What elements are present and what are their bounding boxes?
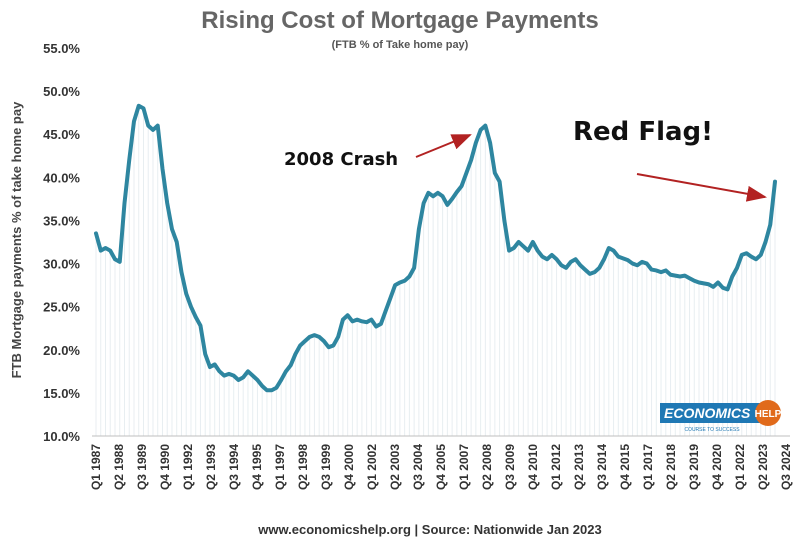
- x-tick-label: Q1 1992: [181, 444, 195, 490]
- y-tick-label: 25.0%: [43, 300, 80, 315]
- y-tick-label: 55.0%: [43, 41, 80, 56]
- arrow-red-flag: [636, 173, 767, 202]
- x-tick-label: Q3 2009: [503, 444, 517, 490]
- x-tick-label: Q3 2004: [411, 444, 425, 490]
- y-tick-label: 50.0%: [43, 84, 80, 99]
- x-tick-label: Q4 2005: [434, 444, 448, 490]
- x-tick-label: Q1 2012: [549, 444, 563, 490]
- x-tick-label: Q4 1990: [158, 444, 172, 490]
- logo-help-text: HELP: [755, 409, 782, 420]
- chart-title: Rising Cost of Mortgage Payments: [201, 7, 598, 34]
- series-line: [94, 103, 777, 393]
- x-tick-label: Q4 2020: [710, 444, 724, 490]
- logo-tagline: COURSE TO SUCCESS: [684, 427, 740, 433]
- y-tick-label: 30.0%: [43, 257, 80, 272]
- x-tick-label: Q3 2014: [595, 444, 609, 490]
- x-tick-label: Q4 2000: [342, 444, 356, 490]
- x-tick-label: Q4 2015: [618, 444, 632, 490]
- x-tick-label: Q3 2019: [687, 444, 701, 490]
- x-tick-label: Q1 2007: [457, 444, 471, 490]
- logo-help-badge: [755, 400, 781, 426]
- x-axis-ticks: Q1 1987 Q2 1988 Q3 1989 Q4 1990 Q1 1992 Q2 19…: [89, 444, 793, 490]
- annotation-2008-crash: 2008 Crash: [284, 149, 398, 170]
- x-tick-label: Q2 2003: [388, 444, 402, 490]
- source-note: www.economicshelp.org | Source: Nationwi…: [257, 522, 601, 537]
- x-tick-label: Q4 1995: [250, 444, 264, 490]
- x-tick-label: Q2 1993: [204, 444, 218, 490]
- y-tick-label: 10.0%: [43, 429, 80, 444]
- x-tick-label: Q2 2008: [480, 444, 494, 490]
- x-tick-label: Q1 1987: [89, 444, 103, 490]
- x-tick-label: Q2 1988: [112, 444, 126, 490]
- x-tick-label: Q2 1998: [296, 444, 310, 490]
- x-tick-label: Q2 2018: [664, 444, 678, 490]
- x-tick-label: Q1 2017: [641, 444, 655, 490]
- economics-help-logo: ECONOMICS HELP COURSE TO SUCCESS: [660, 400, 782, 433]
- arrow-2008-crash: [415, 134, 472, 158]
- x-tick-label: Q3 2024: [779, 444, 793, 490]
- x-tick-label: Q3 1999: [319, 444, 333, 490]
- x-tick-label: Q3 1994: [227, 444, 241, 490]
- y-axis-ticks: 10.0% 15.0% 20.0% 25.0% 30.0% 35.0% 40.0% 45.0%…: [43, 41, 80, 444]
- x-tick-label: Q1 1997: [273, 444, 287, 490]
- chart-subtitle: (FTB % of Take home pay): [332, 39, 469, 51]
- y-axis-label: FTB Mortgage payments % of take home pay: [9, 101, 24, 378]
- x-tick-label: Q1 2002: [365, 444, 379, 490]
- y-tick-label: 45.0%: [43, 127, 80, 142]
- x-tick-label: Q3 1989: [135, 444, 149, 490]
- logo-background: [660, 403, 760, 423]
- y-tick-label: 20.0%: [43, 343, 80, 358]
- y-tick-label: 35.0%: [43, 213, 80, 228]
- y-tick-label: 15.0%: [43, 386, 80, 401]
- annotation-red-flag: Red Flag!: [573, 117, 713, 147]
- x-tick-label: Q1 2022: [733, 444, 747, 490]
- y-tick-label: 40.0%: [43, 170, 80, 185]
- x-tick-label: Q2 2023: [756, 444, 770, 490]
- logo-text: ECONOMICS: [664, 405, 751, 421]
- x-tick-label: Q2 2013: [572, 444, 586, 490]
- x-tick-label: Q4 2010: [526, 444, 540, 490]
- area-fill-lines: [95, 105, 776, 436]
